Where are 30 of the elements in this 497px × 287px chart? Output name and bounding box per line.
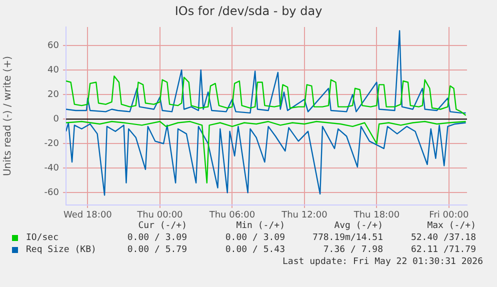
x-tick-label: Thu 18:00: [352, 210, 400, 221]
y-tick-label: -40: [44, 164, 60, 174]
x-tick-label: Thu 06:00: [208, 210, 256, 221]
text: 0.00 / 5.79: [127, 245, 187, 255]
y-tick-label: 60: [48, 40, 60, 51]
legend-label: Req Size (KB): [26, 245, 96, 255]
text: Min (-/+): [236, 221, 285, 231]
x-tick-label: Wed 18:00: [63, 210, 112, 221]
text: 62.11 /71.79: [410, 245, 476, 255]
x-tick-label: Thu 12:00: [280, 210, 328, 221]
y-axis-title: Units read (-) / write (+): [2, 56, 14, 176]
x-tick-label: Fri 00:00: [429, 210, 469, 221]
y-tick-label: 40: [48, 65, 60, 76]
legend-label: IO/sec: [26, 233, 59, 243]
text: Avg (-/+): [334, 221, 383, 231]
chart-title: IOs for /dev/sda - by day: [174, 4, 322, 18]
text: 0.00 / 3.09: [127, 233, 187, 243]
text: Cur (-/+): [138, 221, 187, 231]
text: Max (-/+): [427, 221, 476, 231]
y-tick-label: 0: [53, 114, 60, 124]
x-tick-label: Thu 00:00: [136, 210, 184, 221]
text: 52.40 /37.18: [410, 233, 476, 243]
y-tick-label: 20: [48, 90, 60, 100]
text: 778.19m/14.51: [312, 233, 383, 243]
y-tick-label: -20: [44, 138, 60, 149]
text: 7.36 / 7.98: [323, 245, 383, 255]
text: Last update: Fri May 22 01:30:31 2026: [282, 257, 483, 267]
text: 0.00 / 3.09: [225, 233, 285, 243]
text: 0.00 / 5.43: [225, 245, 285, 255]
y-tick-label: -60: [44, 188, 60, 198]
